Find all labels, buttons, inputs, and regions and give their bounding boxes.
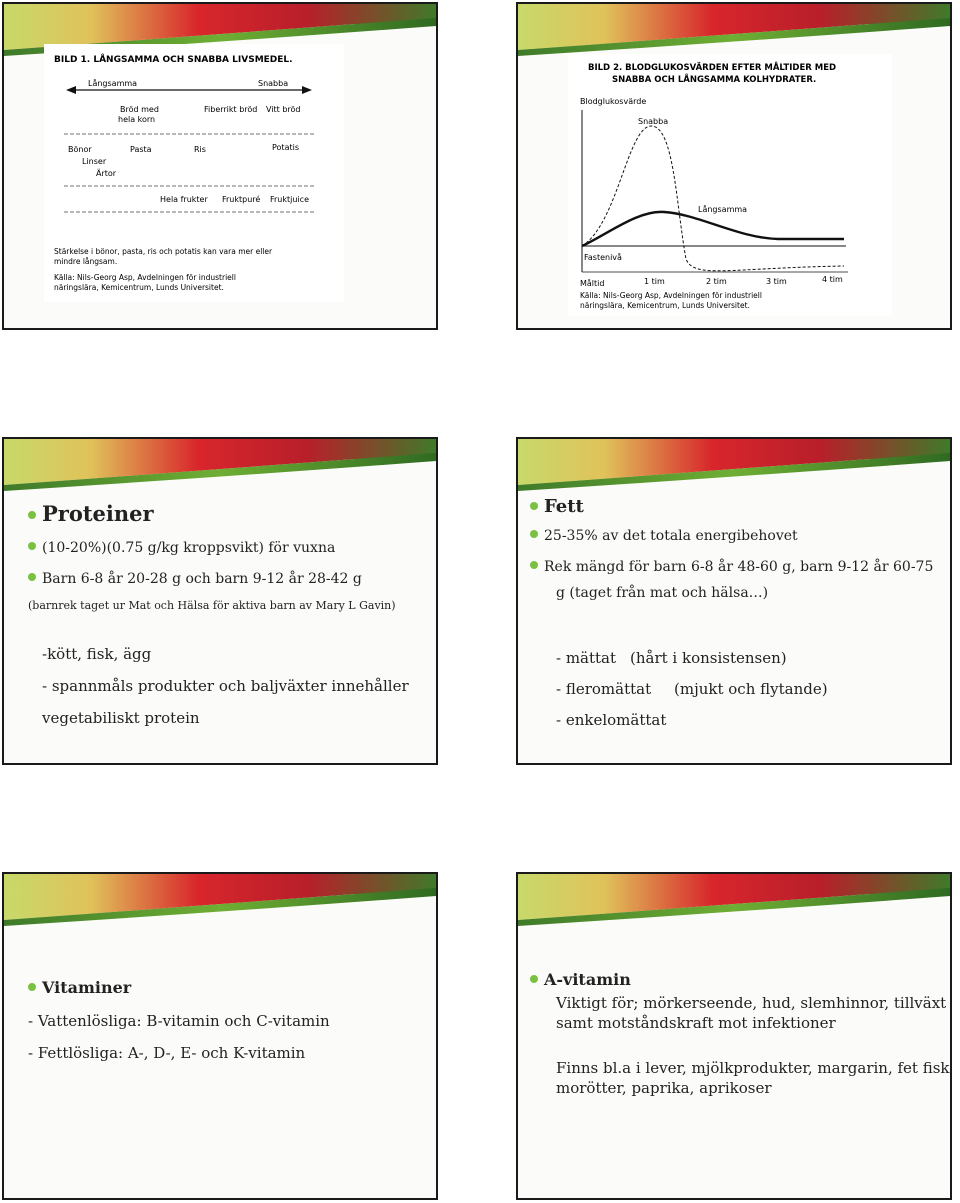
bullet-item: (10-20%)(0.75 g/kg kroppsvikt) för vuxna: [28, 539, 335, 557]
x-tick: Måltid: [580, 278, 604, 288]
row3-item: Hela frukter: [160, 195, 208, 204]
label-snabba: Snabba: [258, 79, 288, 88]
slide-2: BILD 2. BLODGLUKOSVÄRDEN EFTER MÅLTIDER …: [516, 2, 952, 330]
bullet-icon: [530, 975, 538, 983]
body-line: (mjukt och flytande): [674, 680, 828, 698]
label-fasteniva: Fastenivå: [584, 252, 622, 262]
body-line: - enkelomättat: [556, 711, 667, 729]
slide-banner: [518, 439, 950, 491]
body-line: (hårt i konsistensen): [630, 649, 787, 667]
bullet-item: Rek mängd för barn 6-8 år 48-60 g, barn …: [530, 558, 933, 576]
figure-source: Källa: Nils-Georg Asp, Avdelningen för i…: [54, 273, 236, 282]
figure-source: näringslära, Kemicentrum, Lunds Universi…: [54, 283, 224, 292]
y-axis-label: Blodglukosvärde: [580, 97, 646, 106]
row1-item: Bröd med: [120, 105, 159, 114]
body-line: - fleromättat: [556, 680, 652, 698]
slide-banner: [518, 4, 950, 56]
label-langsamma: Långsamma: [88, 78, 137, 88]
scanned-figure-2: BILD 2. BLODGLUKOSVÄRDEN EFTER MÅLTIDER …: [568, 54, 892, 316]
body-line: Finns bl.a i lever, mjölkprodukter, marg…: [556, 1059, 952, 1077]
body-line: Viktigt för; mörkerseende, hud, slemhinn…: [556, 994, 947, 1012]
curve-snabba: [581, 125, 845, 272]
row2-item: Pasta: [130, 145, 152, 154]
x-tick: 1 tim: [644, 277, 665, 286]
row2-item: Linser: [82, 157, 107, 166]
bullet-icon: [530, 561, 538, 569]
figure-source: Källa: Nils-Georg Asp, Avdelningen för i…: [580, 291, 762, 300]
x-tick: 2 tim: [706, 277, 727, 286]
row2-item: Potatis: [272, 143, 299, 152]
body-line: morötter, paprika, aprikoser: [556, 1079, 772, 1097]
scanned-figure-1: BILD 1. LÅNGSAMMA OCH SNABBA LIVSMEDEL. …: [44, 44, 344, 302]
x-tick: 4 tim: [822, 275, 843, 284]
bullet-icon: [530, 502, 538, 510]
row3-item: Fruktjuice: [270, 195, 309, 204]
bullet-item: 25-35% av det totala energibehovet: [530, 527, 798, 545]
body-line: - Fettlösliga: A-, D-, E- och K-vitamin: [28, 1044, 306, 1062]
bullet-continuation: g (taget från mat och hälsa…): [556, 585, 769, 601]
body-line: - Vattenlösliga: B-vitamin och C-vitamin: [28, 1012, 330, 1030]
title-text: Proteiner: [42, 501, 154, 526]
bullet-icon: [28, 542, 36, 550]
row1-item: Vitt bröd: [266, 105, 301, 114]
slide-title: A-vitamin: [530, 970, 631, 990]
bullet-icon: [28, 983, 36, 991]
figure-title: BILD 1. LÅNGSAMMA OCH SNABBA LIVSMEDEL.: [54, 54, 293, 65]
x-tick: 3 tim: [766, 277, 787, 286]
row2-item: Bönor: [68, 145, 92, 154]
figure-note: mindre långsam.: [54, 257, 117, 266]
slide-title: Fett: [530, 496, 584, 518]
row2-item: Ärtor: [96, 168, 117, 178]
row2-item: Ris: [194, 145, 206, 154]
slide-banner: [518, 874, 950, 926]
slide-title: Vitaminer: [28, 978, 131, 998]
figure-note: Stärkelse i bönor, pasta, ris och potati…: [54, 247, 273, 256]
slide-title: Proteiner: [28, 501, 154, 527]
label-langsamma: Långsamma: [698, 204, 747, 214]
curve-langsamma: [581, 210, 844, 248]
body-line: - spannmåls produkter och baljväxter inn…: [42, 677, 409, 695]
body-line: vegetabiliskt protein: [42, 709, 200, 727]
row1-item: Fiberrikt bröd: [204, 105, 257, 114]
label-snabba: Snabba: [638, 117, 668, 126]
slide-4: Fett 25-35% av det totala energibehovet …: [516, 437, 952, 765]
row3-item: Fruktpuré: [222, 194, 260, 204]
slide-3: Proteiner (10-20%)(0.75 g/kg kroppsvikt)…: [2, 437, 438, 765]
bullet-item: Barn 6-8 år 20-28 g och barn 9-12 år 28-…: [28, 570, 362, 588]
slide-1: BILD 1. LÅNGSAMMA OCH SNABBA LIVSMEDEL. …: [2, 2, 438, 330]
figure-title: BILD 2. BLODGLUKOSVÄRDEN EFTER MÅLTIDER …: [588, 62, 836, 73]
bullet-icon: [28, 573, 36, 581]
slide-banner: [4, 439, 436, 491]
figure-title: SNABBA OCH LÅNGSAMMA KOLHYDRATER.: [612, 74, 816, 85]
slide-5: Vitaminer - Vattenlösliga: B-vitamin och…: [2, 872, 438, 1200]
body-line: samt motståndskraft mot infektioner: [556, 1014, 836, 1032]
row1-item: hela korn: [118, 115, 155, 124]
body-line: - mättat: [556, 649, 617, 667]
figure-source: näringslära, Kemicentrum, Lunds Universi…: [580, 301, 750, 310]
slide-banner: [4, 874, 436, 926]
body-line: -kött, fisk, ägg: [42, 645, 152, 663]
slide-6: A-vitamin Viktigt för; mörkerseende, hud…: [516, 872, 952, 1200]
bullet-icon: [530, 530, 538, 538]
bullet-icon: [28, 511, 36, 519]
note-text: (barnrek taget ur Mat och Hälsa för akti…: [28, 599, 396, 612]
